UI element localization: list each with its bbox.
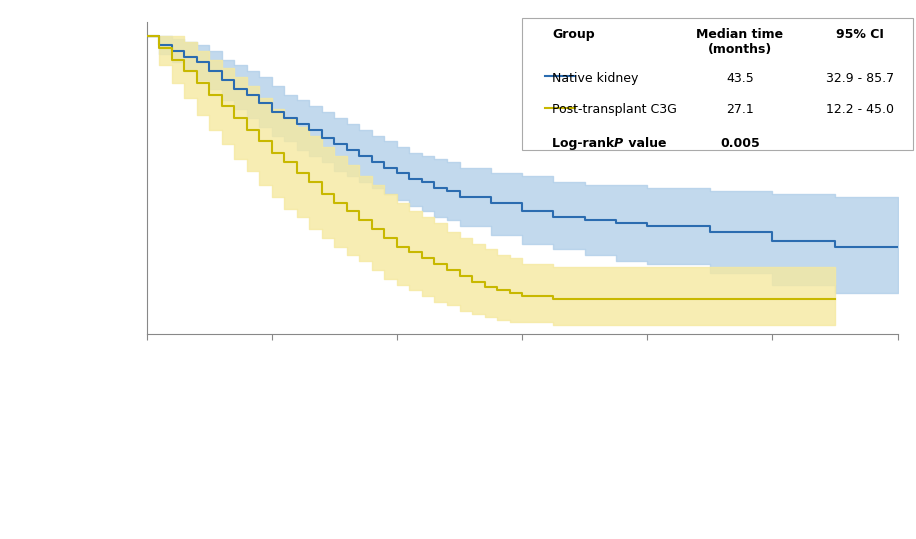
Text: 32.9 - 85.7: 32.9 - 85.7 — [826, 72, 894, 85]
Text: value: value — [625, 137, 667, 150]
Text: Group: Group — [552, 28, 594, 41]
Text: Post-transplant C3G: Post-transplant C3G — [552, 103, 677, 116]
Text: 12.2 - 45.0: 12.2 - 45.0 — [826, 103, 894, 116]
Text: Median time
(months): Median time (months) — [696, 28, 783, 56]
Text: Log-rank: Log-rank — [552, 137, 619, 150]
Text: 43.5: 43.5 — [726, 72, 754, 85]
Text: 0.005: 0.005 — [720, 137, 759, 150]
Text: P: P — [614, 137, 623, 150]
FancyBboxPatch shape — [522, 18, 912, 150]
Text: 95% CI: 95% CI — [836, 28, 884, 41]
Text: 27.1: 27.1 — [726, 103, 754, 116]
Text: Native kidney: Native kidney — [552, 72, 638, 85]
